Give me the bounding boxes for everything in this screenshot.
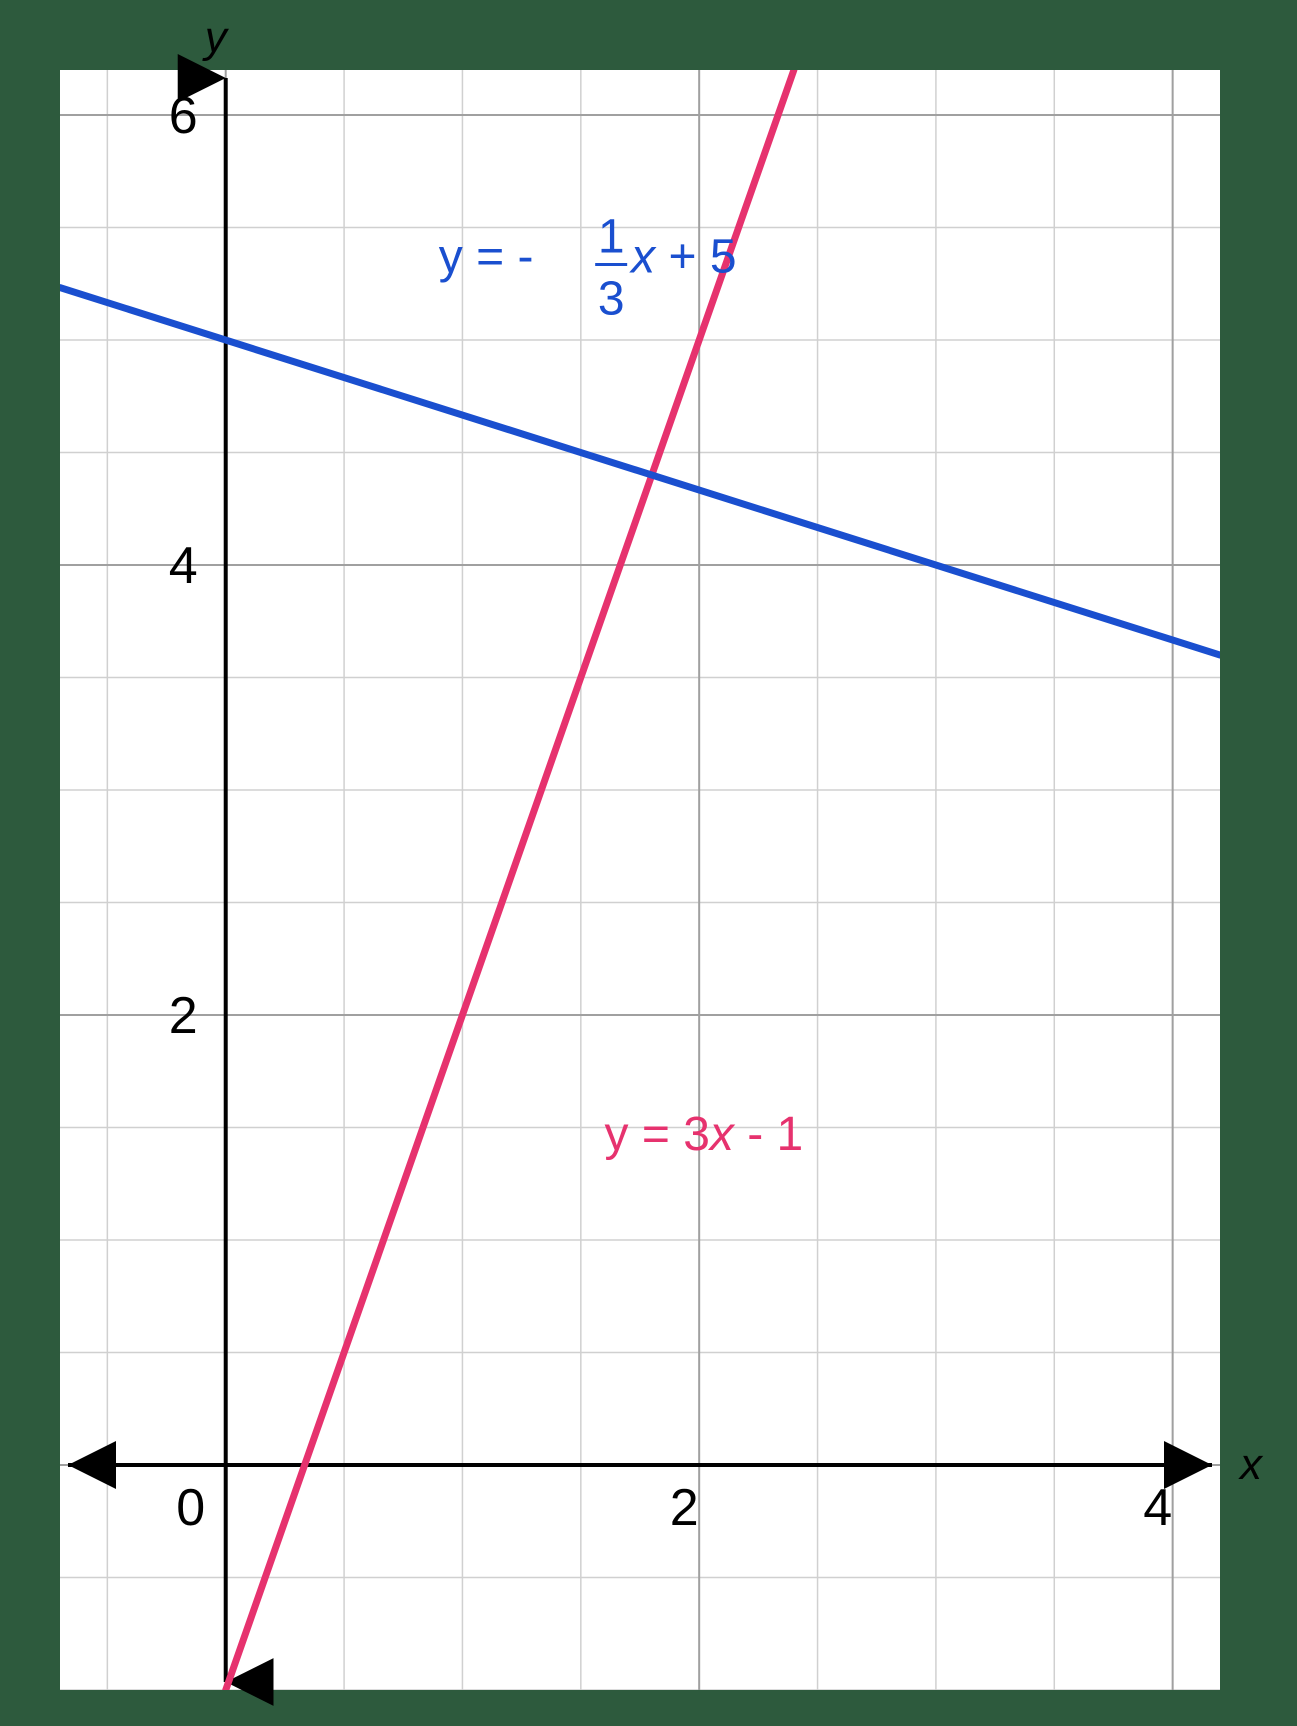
chart-container: 0 2 4 2 4 6 x y y = 3x - 1 y = - 1 3x + 5 [0,0,1297,1721]
svg-text:3: 3 [598,273,625,326]
svg-text:y = -: y = - [439,231,534,284]
chart-svg: 0 2 4 2 4 6 x y y = 3x - 1 y = - 1 3x + 5 [0,0,1297,1721]
x-tick-label: 2 [670,1479,699,1537]
equation-label-1: y = 3x - 1 [604,1108,803,1161]
svg-text:x + 5: x + 5 [629,231,736,284]
y-tick-label: 4 [169,537,198,595]
x-tick-label: 0 [176,1479,205,1537]
x-tick-label: 4 [1143,1479,1172,1537]
y-axis-label: y [202,13,230,62]
y-tick-label: 6 [169,87,198,145]
y-tick-label: 2 [169,987,198,1045]
chart-plot: 0 2 4 2 4 6 x y y = 3x - 1 y = - 1 3x + 5 [0,0,1297,1721]
x-axis-label: x [1238,1440,1264,1489]
svg-text:1: 1 [598,211,625,264]
